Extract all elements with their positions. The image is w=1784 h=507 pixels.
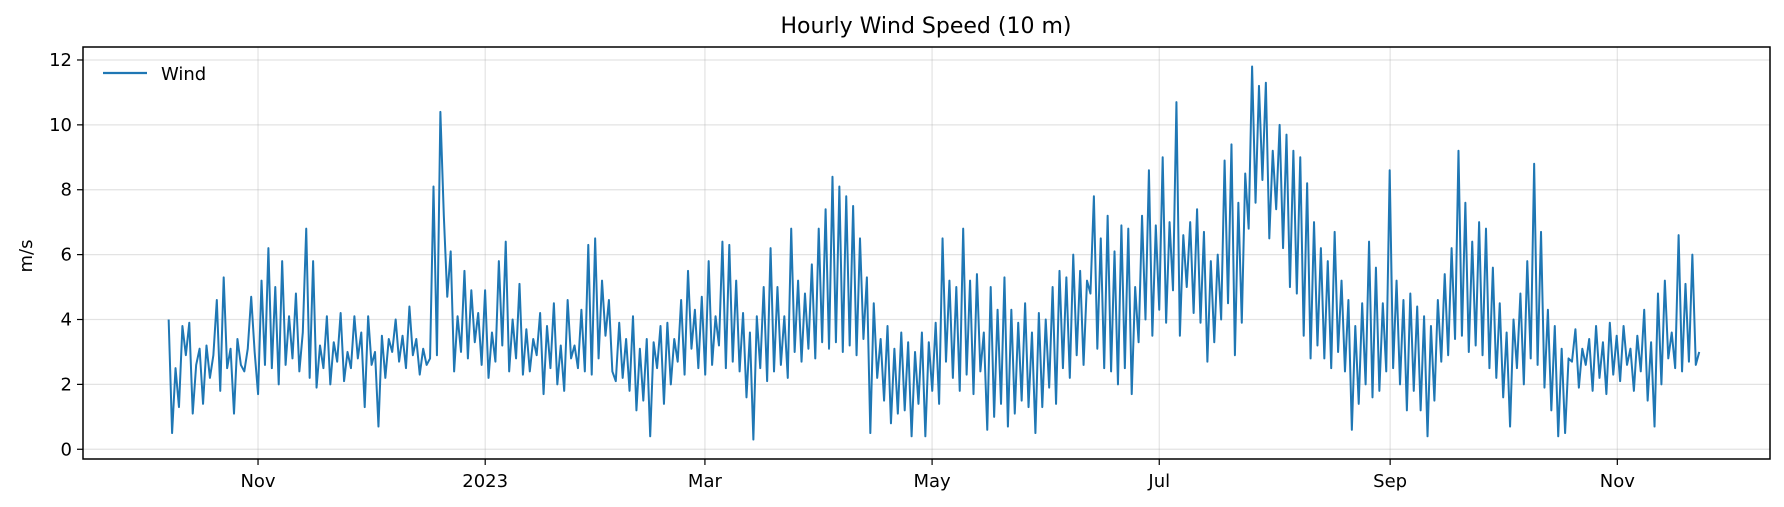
series-layer [167, 65, 1701, 441]
y-tick-label: 10 [49, 115, 72, 136]
x-tick-label: Jul [1147, 471, 1170, 492]
y-tick-label: 12 [49, 50, 72, 71]
plot-frame [82, 46, 1771, 460]
series-line-wind [167, 65, 1701, 441]
x-tick-label: Nov [240, 471, 275, 492]
x-axis: Nov 2023 Mar May Jul Sep Nov [240, 459, 1635, 492]
legend-label-wind: Wind [161, 64, 206, 85]
y-tick-label: 2 [61, 374, 72, 395]
y-tick-label: 8 [61, 180, 72, 201]
y-axis-label: m/s [16, 240, 37, 273]
y-tick-label: 0 [61, 439, 72, 460]
x-tick-label: May [913, 471, 951, 492]
y-tick-label: 4 [61, 310, 72, 331]
x-tick-label: Mar [688, 471, 723, 492]
x-tick-label: Nov [1600, 471, 1635, 492]
x-tick-label: Sep [1373, 471, 1407, 492]
y-axis: 0 2 4 6 8 10 12 [49, 50, 83, 460]
chart-title: Hourly Wind Speed (10 m) [781, 14, 1072, 39]
x-tick-label: 2023 [462, 471, 508, 492]
legend: Wind [103, 64, 206, 85]
y-tick-label: 6 [61, 245, 72, 266]
